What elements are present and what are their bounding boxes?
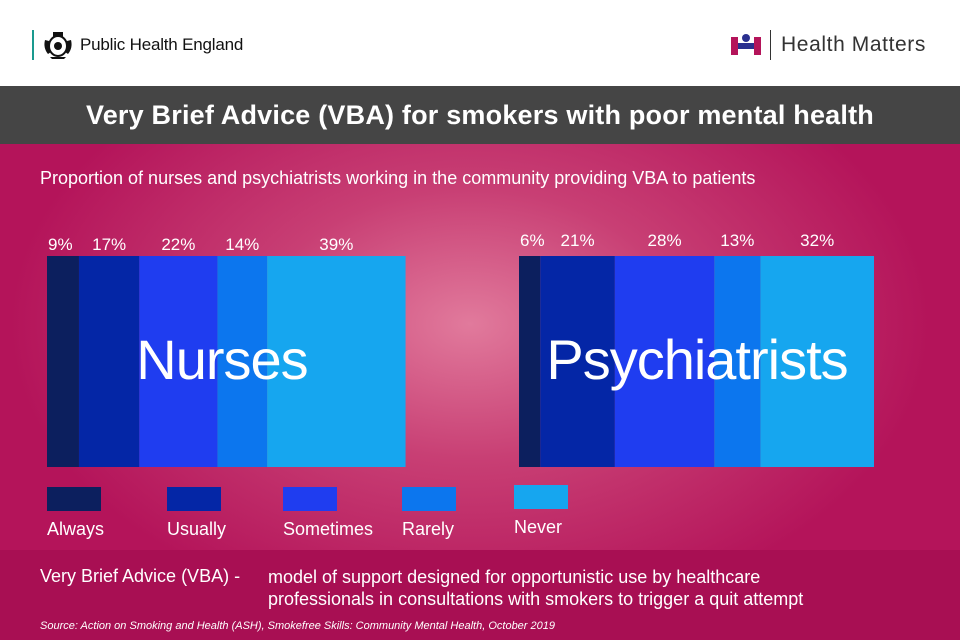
logo-divider [32,30,34,60]
data-label-nurses-always: 9% [48,235,73,254]
bar-nurses-usually [78,256,140,467]
bar-nurses-rarely [217,256,268,467]
data-label-nurses-rarely: 14% [225,235,259,254]
health-matters-logo: Health Matters [730,28,926,62]
health-matters-icon [730,34,761,55]
bar-nurses-always [47,256,79,467]
bar-nurses-never [267,256,406,467]
data-label-psychiatrists-sometimes: 28% [648,231,682,250]
group-label-psychiatrists: Psychiatrists [546,328,847,391]
brand-name: Health Matters [781,33,926,56]
bar-psychiatrists-rarely [714,256,761,467]
definition-line-1: model of support designed for opportunis… [268,567,761,587]
org-name: Public Health England [80,35,244,54]
bar-psychiatrists-always [519,256,541,467]
definition-line-2: professionals in consultations with smok… [268,589,804,609]
data-label-psychiatrists-rarely: 13% [720,231,754,250]
crest-icon [44,32,72,59]
chart-panel: Proportion of nurses and psychiatrists w… [0,144,960,550]
bar-psychiatrists-never [760,256,874,467]
data-label-psychiatrists-always: 6% [520,231,545,250]
group-label-nurses: Nurses [136,328,307,391]
stacked-bar-chart: 9% 17% 22% 14% 39% Nurses 6% 21% 28% 13% 32% Psychi… [47,231,874,467]
bar-nurses-sometimes [139,256,218,467]
data-label-nurses-sometimes: 22% [161,235,195,254]
definition-text: model of support designed for opportunis… [268,566,928,610]
footer-panel: Very Brief Advice (VBA) - model of suppo… [0,550,960,640]
data-label-psychiatrists-never: 32% [800,231,834,250]
data-label-nurses-never: 39% [319,235,353,254]
title-bar: Very Brief Advice (VBA) for smokers with… [0,86,960,144]
brand-divider [769,30,772,60]
data-label-nurses-usually: 17% [92,235,126,254]
bar-psychiatrists-usually [540,256,615,467]
phe-logo: Public Health England [32,28,243,62]
data-label-psychiatrists-usually: 21% [561,231,595,250]
source-note: Source: Action on Smoking and Health (AS… [40,620,555,632]
bar-psychiatrists-sometimes [614,256,715,467]
header-bar: Public Health England Health Matters [0,0,960,86]
page-title: Very Brief Advice (VBA) for smokers with… [86,99,874,130]
chart-subtitle: Proportion of nurses and psychiatrists w… [40,168,756,188]
definition-term: Very Brief Advice (VBA) - [40,566,241,586]
